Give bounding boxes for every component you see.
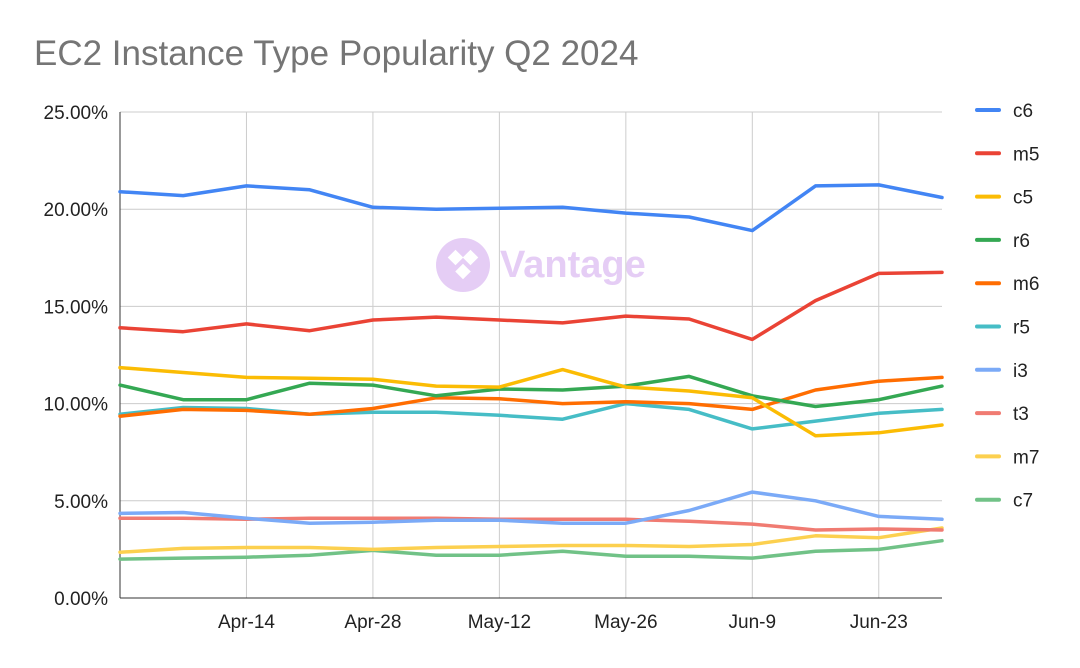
legend-label: t3 [1013, 404, 1029, 425]
legend-item-c7: c7 [975, 491, 1033, 512]
series-line-c7 [118, 538, 944, 561]
legend-item-m6: m6 [975, 274, 1039, 295]
legend-label: c6 [1013, 101, 1033, 122]
vantage-logo-icon [436, 238, 490, 292]
legend-label: i3 [1013, 361, 1028, 382]
series-line-m6 [118, 375, 944, 418]
y-tick-label: 15.00% [44, 297, 109, 318]
x-tick-label: Jun-23 [850, 612, 908, 633]
legend-label: m5 [1013, 144, 1039, 165]
y-axis-tick-labels: 0.00% 5.00% 10.00% 15.00% 20.00% 25.00% [44, 103, 109, 610]
legend-label: r6 [1013, 231, 1030, 252]
y-tick-label: 0.00% [54, 589, 108, 610]
series-line-c6 [118, 183, 944, 233]
legend-label: m6 [1013, 274, 1039, 295]
watermark-text: Vantage [500, 243, 646, 286]
series-line-r6 [118, 374, 944, 409]
legend-item-r5: r5 [975, 318, 1030, 339]
x-tick-label: May-12 [468, 612, 531, 633]
x-tick-label: Jun-9 [729, 612, 777, 633]
x-tick-label: Apr-14 [218, 612, 275, 633]
legend-label: c7 [1013, 491, 1033, 512]
legend-item-c5: c5 [975, 188, 1033, 209]
watermark-logo: Vantage [436, 238, 646, 292]
legend-label: m7 [1013, 447, 1039, 468]
legend-item-r6: r6 [975, 231, 1030, 252]
legend-item-i3: i3 [975, 361, 1028, 382]
legend-item-m5: m5 [975, 144, 1039, 165]
x-axis-tick-labels: Apr-14 Apr-28 May-12 May-26 Jun-9 Jun-23 [218, 612, 908, 633]
y-tick-label: 20.00% [44, 200, 109, 221]
x-tick-label: Apr-28 [344, 612, 401, 633]
chart-title: EC2 Instance Type Popularity Q2 2024 [34, 34, 639, 73]
series-line-m7 [118, 526, 944, 555]
legend-item-m7: m7 [975, 447, 1039, 468]
legend-label: c5 [1013, 188, 1033, 209]
series-line-c5 [118, 365, 944, 438]
series-lines [118, 183, 944, 561]
y-tick-label: 25.00% [44, 103, 109, 124]
x-tick-label: May-26 [594, 612, 657, 633]
series-line-i3 [118, 490, 944, 525]
y-tick-label: 5.00% [54, 492, 108, 513]
legend-label: r5 [1013, 318, 1030, 339]
legend-item-t3: t3 [975, 404, 1029, 425]
legend-item-c6: c6 [975, 101, 1033, 122]
legend: c6 m5 c5 r6 m6 r5 i3 t3 m7 c7 [975, 101, 1039, 512]
series-line-m5 [118, 270, 944, 342]
y-tick-label: 10.00% [44, 395, 109, 416]
